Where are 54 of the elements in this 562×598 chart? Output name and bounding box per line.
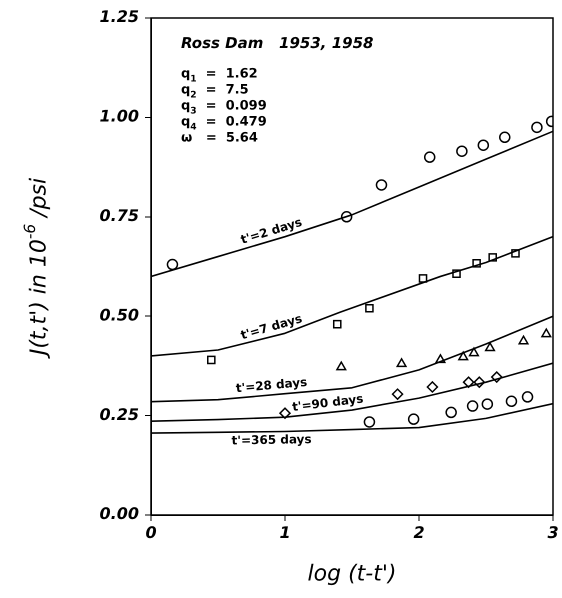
point — [207, 356, 216, 364]
y-tick-label: 0.50 — [100, 305, 139, 324]
point — [522, 391, 534, 403]
y-tick-label: 0.00 — [100, 504, 139, 524]
point — [456, 145, 468, 157]
point — [452, 269, 461, 278]
point — [468, 347, 480, 356]
y-tick-label: 0.75 — [100, 206, 139, 225]
point — [466, 400, 478, 412]
series-label: t'=365 days — [231, 432, 312, 448]
y-tick-label: 1.25 — [100, 7, 139, 26]
point — [541, 328, 552, 338]
point — [478, 139, 490, 151]
point — [472, 259, 481, 268]
point — [518, 336, 529, 344]
point — [482, 398, 494, 410]
text: t'=2 days — [239, 214, 304, 247]
point — [408, 413, 420, 425]
point — [474, 376, 486, 388]
x-tick-label: 1 — [279, 522, 291, 542]
point — [336, 361, 346, 370]
y-axis-title: J(t,t') in 10-6 /psi — [21, 178, 52, 360]
point — [499, 132, 511, 144]
point — [392, 388, 404, 400]
point — [426, 381, 438, 393]
x-axis-title: log (t-t') — [308, 562, 396, 587]
point — [166, 258, 178, 270]
point — [396, 358, 407, 368]
x-tick-label: 0 — [145, 522, 157, 542]
x-tick-label: 3 — [547, 522, 559, 542]
point — [490, 371, 502, 383]
point — [458, 351, 468, 360]
point — [506, 396, 518, 408]
point — [484, 342, 496, 352]
text: Ross Dam 1953, 1958 — [181, 34, 374, 52]
point — [531, 122, 543, 134]
point — [462, 376, 474, 388]
point — [332, 320, 342, 328]
annotation: ω = 5.64 — [181, 130, 258, 146]
point — [424, 151, 436, 163]
y-tick-label: 0.25 — [100, 404, 139, 424]
x-tick-label: 2 — [413, 522, 425, 542]
text: t'=7 days — [239, 311, 304, 342]
point — [279, 407, 291, 419]
point — [340, 211, 352, 223]
point — [418, 274, 428, 283]
y-tick-label: 1.00 — [100, 106, 139, 126]
point — [435, 354, 446, 364]
point — [488, 253, 497, 262]
point — [445, 406, 457, 418]
point — [364, 416, 376, 428]
point — [365, 304, 374, 313]
point — [511, 249, 520, 258]
point — [376, 179, 388, 191]
